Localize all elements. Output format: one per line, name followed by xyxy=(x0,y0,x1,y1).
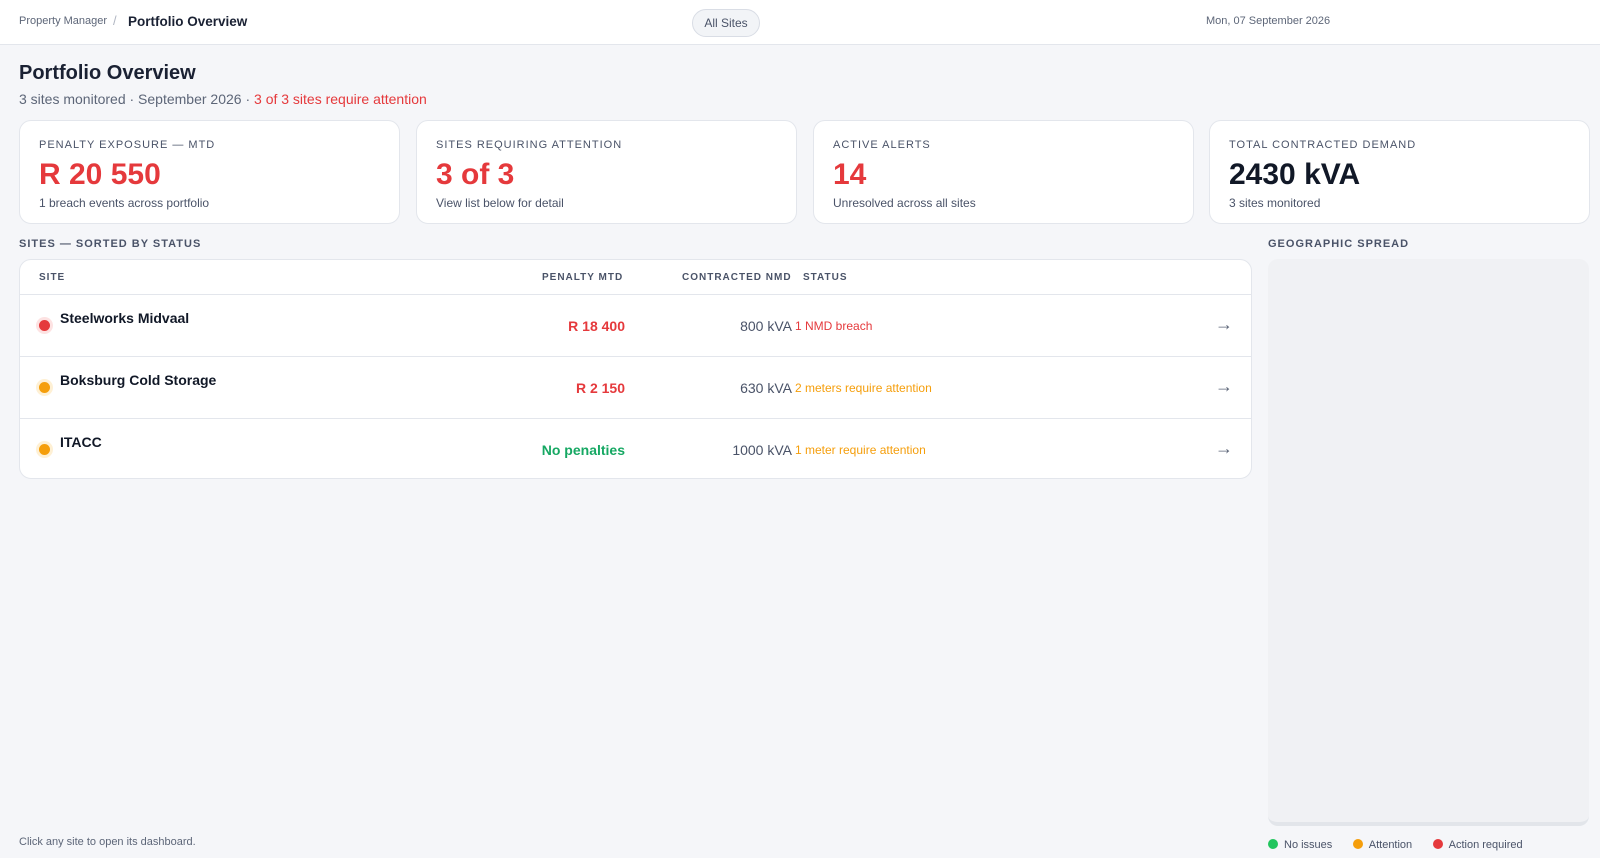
kpi-label: TOTAL CONTRACTED DEMAND xyxy=(1229,139,1417,151)
kpi-value: R 20 550 xyxy=(39,158,161,191)
subtitle-summary: 3 sites monitored · September 2026 · xyxy=(19,91,255,107)
legend-item-attention: Attention xyxy=(1352,839,1413,851)
legend-item-no-issues: No issues xyxy=(1268,839,1332,851)
kpi-subtext: 3 sites monitored xyxy=(1229,196,1321,210)
status-text: 1 NMD breach xyxy=(795,319,873,333)
sites-table: SITE PENALTY MTD CONTRACTED NMD STATUS S… xyxy=(19,259,1252,479)
column-header-status: STATUS xyxy=(803,272,848,283)
subtitle-alert: 3 of 3 sites require attention xyxy=(254,91,427,107)
site-name: Boksburg Cold Storage xyxy=(60,372,217,388)
kpi-card-sites-attention: SITES REQUIRING ATTENTION 3 of 3 View li… xyxy=(416,120,797,224)
nmd-value: 630 kVA xyxy=(740,380,792,396)
geo-section-label: GEOGRAPHIC SPREAD xyxy=(1268,238,1410,250)
current-date: Mon, 07 September 2026 xyxy=(1206,15,1331,27)
nmd-value: 1000 kVA xyxy=(732,442,792,458)
legend-item-action-required: Action required xyxy=(1432,839,1523,851)
penalty-value: R 18 400 xyxy=(568,318,625,334)
table-row[interactable]: Boksburg Cold Storage R 2 150 630 kVA 2 … xyxy=(20,357,1251,419)
legend-label: Action required xyxy=(1448,839,1523,851)
map-legend: No issues Attention Action required xyxy=(1268,835,1539,851)
arrow-right-icon[interactable]: → xyxy=(1215,314,1233,334)
geographic-map-panel[interactable] xyxy=(1268,259,1589,826)
penalty-value: R 2 150 xyxy=(575,380,625,396)
page-subtitle: 3 sites monitored · September 2026 · 3 o… xyxy=(19,91,427,107)
status-text: 1 meter require attention xyxy=(795,443,926,457)
column-header-nmd: CONTRACTED NMD xyxy=(682,272,792,283)
breadcrumb-separator: / xyxy=(113,13,117,28)
breadcrumb-current: Portfolio Overview xyxy=(128,14,248,29)
penalty-value: No penalties xyxy=(541,442,625,458)
arrow-right-icon[interactable]: → xyxy=(1215,438,1233,458)
site-name: ITACC xyxy=(60,434,102,450)
kpi-value: 3 of 3 xyxy=(436,158,515,191)
site-name: Steelworks Midvaal xyxy=(60,310,190,326)
footer-hint: Click any site to open its dashboard. xyxy=(19,836,196,848)
status-dot-amber xyxy=(39,382,50,393)
table-header: SITE PENALTY MTD CONTRACTED NMD STATUS xyxy=(20,260,1251,295)
top-bar: Property Manager / Portfolio Overview Al… xyxy=(0,0,1600,45)
table-row[interactable]: Steelworks Midvaal R 18 400 800 kVA 1 NM… xyxy=(20,295,1251,357)
breadcrumb-root[interactable]: Property Manager xyxy=(19,15,108,27)
green-dot-icon xyxy=(1268,839,1278,849)
kpi-value: 14 xyxy=(833,158,867,191)
kpi-card-penalty-exposure: PENALTY EXPOSURE — MTD R 20 550 1 breach… xyxy=(19,120,400,224)
page-title: Portfolio Overview xyxy=(19,62,196,84)
legend-label: No issues xyxy=(1284,839,1333,851)
legend-label: Attention xyxy=(1368,839,1413,851)
arrow-right-icon[interactable]: → xyxy=(1215,376,1233,396)
status-dot-amber xyxy=(39,444,50,455)
kpi-label: SITES REQUIRING ATTENTION xyxy=(436,139,623,151)
kpi-label: PENALTY EXPOSURE — MTD xyxy=(39,139,216,151)
status-text: 2 meters require attention xyxy=(795,381,932,395)
table-row[interactable]: ITACC No penalties 1000 kVA 1 meter requ… xyxy=(20,419,1251,478)
nmd-value: 800 kVA xyxy=(740,318,792,334)
kpi-card-total-demand: TOTAL CONTRACTED DEMAND 2430 kVA 3 sites… xyxy=(1209,120,1590,224)
sites-section-label: SITES — SORTED BY STATUS xyxy=(19,238,202,250)
kpi-subtext: View list below for detail xyxy=(436,196,564,210)
status-dot-red xyxy=(39,320,50,331)
red-dot-icon xyxy=(1432,839,1443,849)
kpi-subtext: Unresolved across all sites xyxy=(833,196,976,210)
kpi-subtext: 1 breach events across portfolio xyxy=(39,196,210,210)
kpi-card-active-alerts: ACTIVE ALERTS 14 Unresolved across all s… xyxy=(813,120,1194,224)
column-header-penalty: PENALTY MTD xyxy=(542,272,624,283)
site-filter-button[interactable]: All Sites xyxy=(692,9,760,37)
amber-dot-icon xyxy=(1352,839,1363,849)
kpi-value: 2430 kVA xyxy=(1229,158,1361,191)
column-header-site: SITE xyxy=(39,272,66,283)
kpi-label: ACTIVE ALERTS xyxy=(833,139,931,151)
